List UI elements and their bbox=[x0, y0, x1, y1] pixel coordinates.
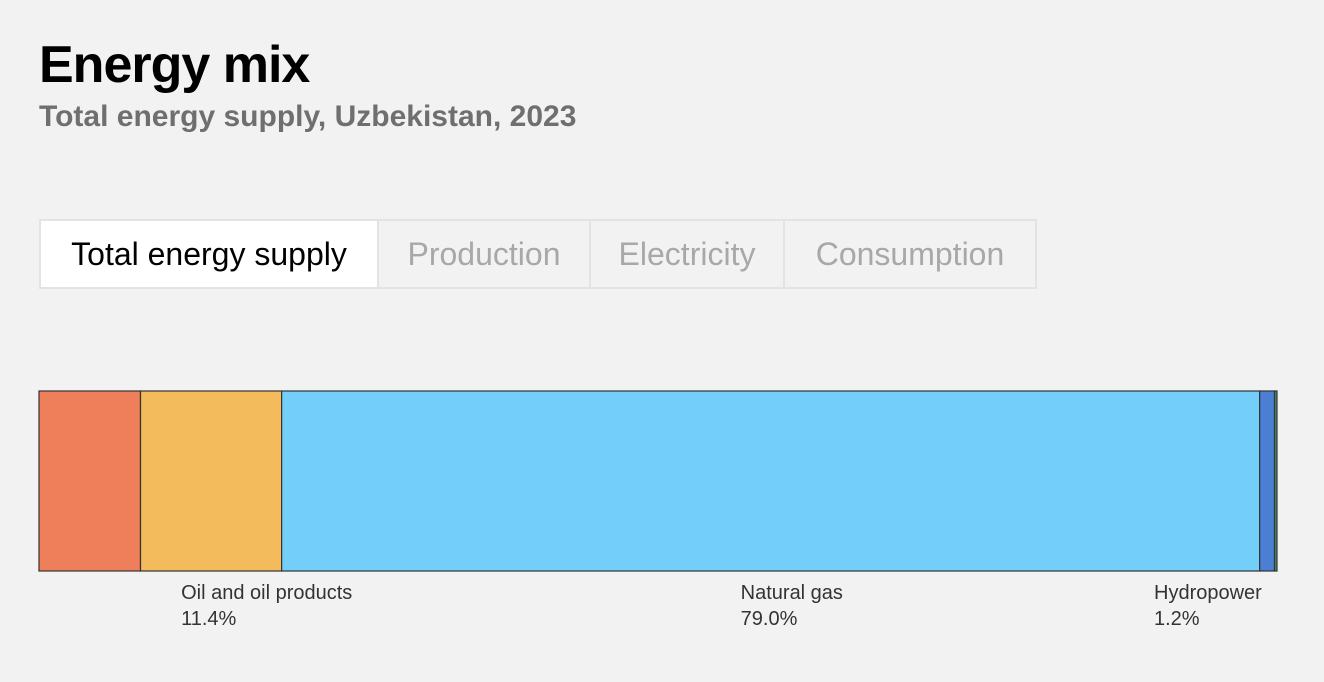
tab-bar: Total energy supply Production Electrici… bbox=[39, 219, 1037, 289]
bar-segment-natural-gas bbox=[281, 390, 1261, 572]
page-title: Energy mix bbox=[39, 36, 310, 94]
bar-segment-other bbox=[1273, 390, 1278, 572]
segment-label: Hydropower 1.2% bbox=[1154, 582, 1262, 630]
bar-segment-hydropower bbox=[1259, 390, 1276, 572]
segment-label: Natural gas 79.0% bbox=[741, 582, 843, 630]
bar-segment-oil-and-oil-products bbox=[139, 390, 283, 572]
segment-label: Oil and oil products 11.4% bbox=[181, 582, 352, 630]
tab-total-energy-supply[interactable]: Total energy supply bbox=[41, 221, 379, 287]
bar-segment-coal bbox=[38, 390, 142, 572]
tab-electricity[interactable]: Electricity bbox=[591, 221, 785, 287]
page-subtitle: Total energy supply, Uzbekistan, 2023 bbox=[39, 100, 577, 133]
stacked-bar-chart: Oil and oil products 11.4% Natural gas 79.0… bbox=[38, 390, 1278, 630]
tab-production[interactable]: Production bbox=[379, 221, 591, 287]
tab-consumption[interactable]: Consumption bbox=[815, 235, 1005, 272]
